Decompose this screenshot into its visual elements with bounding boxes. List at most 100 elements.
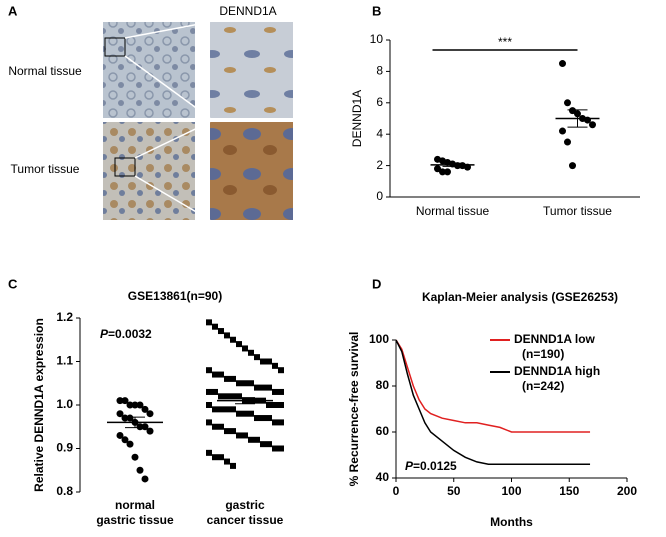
data-point bbox=[278, 419, 284, 426]
data-point bbox=[230, 336, 236, 343]
data-point bbox=[260, 358, 266, 365]
data-point bbox=[212, 388, 218, 395]
data-point bbox=[454, 162, 461, 170]
chart-title: GSE13861(n=90) bbox=[128, 289, 222, 303]
x-tick-label: gastric bbox=[225, 498, 265, 512]
data-point bbox=[224, 375, 230, 382]
data-point bbox=[230, 462, 236, 469]
data-point bbox=[230, 375, 236, 382]
data-point bbox=[206, 367, 212, 374]
y-axis-title: DENND1A bbox=[350, 90, 364, 147]
annotation: P=0.0032 bbox=[100, 327, 152, 341]
data-point bbox=[254, 354, 260, 361]
data-point bbox=[266, 402, 272, 408]
data-point bbox=[272, 402, 278, 408]
survival-curve bbox=[395, 339, 591, 465]
y-tick-label: 2 bbox=[376, 158, 383, 172]
zoom-lines bbox=[124, 21, 211, 221]
data-point bbox=[206, 319, 212, 326]
data-point bbox=[278, 388, 284, 395]
data-point bbox=[218, 393, 224, 400]
data-point bbox=[141, 405, 149, 413]
legend-count: (n=190) bbox=[522, 347, 564, 361]
y-tick-label: 40 bbox=[376, 470, 390, 484]
data-point bbox=[272, 362, 278, 369]
data-point bbox=[272, 419, 278, 426]
x-tick-label: normal bbox=[115, 498, 155, 512]
significance-label: *** bbox=[498, 35, 512, 49]
x-tick-label: 50 bbox=[447, 484, 461, 498]
x-tick-label: 150 bbox=[559, 484, 579, 498]
data-point bbox=[121, 414, 129, 422]
zoom-box bbox=[114, 157, 136, 177]
data-point bbox=[146, 410, 154, 418]
data-point bbox=[218, 454, 224, 461]
data-point bbox=[266, 384, 272, 391]
y-tick-label: 100 bbox=[369, 332, 389, 346]
data-point bbox=[116, 410, 124, 418]
annotation: P=0.0125 bbox=[405, 459, 457, 473]
x-tick-label: 100 bbox=[501, 484, 521, 498]
data-point bbox=[206, 449, 212, 456]
data-point bbox=[589, 121, 596, 129]
panel-letter: D bbox=[372, 276, 381, 291]
p-value: =0.0125 bbox=[413, 459, 457, 473]
data-point bbox=[116, 397, 124, 405]
data-point bbox=[260, 415, 266, 422]
data-point bbox=[218, 371, 224, 378]
data-point bbox=[126, 440, 134, 448]
data-point bbox=[248, 410, 254, 417]
y-tick-label: 0.8 bbox=[56, 484, 73, 498]
data-point bbox=[278, 445, 284, 452]
data-point bbox=[266, 415, 272, 422]
data-point bbox=[126, 414, 134, 422]
p-italic: P bbox=[100, 327, 109, 341]
micrograph bbox=[103, 22, 195, 118]
data-point bbox=[559, 60, 566, 68]
y-tick-label: 6 bbox=[376, 95, 383, 109]
data-point bbox=[248, 436, 254, 443]
data-point bbox=[254, 384, 260, 391]
x-tick-label: Tumor tissue bbox=[543, 204, 612, 218]
x-tick-label: 200 bbox=[617, 484, 637, 498]
data-point bbox=[116, 431, 124, 439]
data-point bbox=[218, 328, 224, 335]
data-point bbox=[131, 453, 139, 461]
data-point bbox=[248, 380, 254, 387]
data-point bbox=[230, 428, 236, 435]
data-point bbox=[206, 402, 212, 408]
data-point bbox=[260, 441, 266, 448]
data-point bbox=[206, 388, 212, 395]
data-point bbox=[564, 99, 571, 107]
data-point bbox=[218, 406, 224, 413]
data-point bbox=[224, 332, 230, 339]
legend-label: DENND1A low bbox=[514, 332, 596, 346]
data-point bbox=[559, 127, 566, 135]
x-tick-label: Normal tissue bbox=[416, 204, 490, 218]
data-point bbox=[230, 393, 236, 400]
data-point bbox=[278, 367, 284, 374]
data-point bbox=[206, 419, 212, 426]
y-tick-label: 10 bbox=[370, 32, 384, 46]
y-tick-label: 8 bbox=[376, 64, 383, 78]
data-point bbox=[242, 410, 248, 417]
y-axis-title: % Recurrence-free survival bbox=[347, 332, 361, 487]
data-point bbox=[224, 458, 230, 465]
data-point bbox=[224, 393, 230, 400]
row-label: Tumor tissue bbox=[11, 162, 80, 176]
data-point bbox=[212, 454, 218, 461]
data-point bbox=[224, 406, 230, 413]
data-point bbox=[141, 475, 149, 483]
data-point bbox=[236, 410, 242, 417]
data-point bbox=[242, 345, 248, 352]
panel-letter: A bbox=[8, 3, 18, 18]
zoom-box bbox=[104, 37, 126, 57]
p-italic: P bbox=[405, 459, 414, 473]
data-point bbox=[248, 349, 254, 356]
x-tick-label: gastric tissue bbox=[96, 513, 174, 527]
chart-title: Kaplan-Meier analysis (GSE26253) bbox=[422, 290, 618, 304]
data-point bbox=[224, 428, 230, 435]
data-point bbox=[212, 371, 218, 378]
data-point bbox=[141, 423, 149, 431]
